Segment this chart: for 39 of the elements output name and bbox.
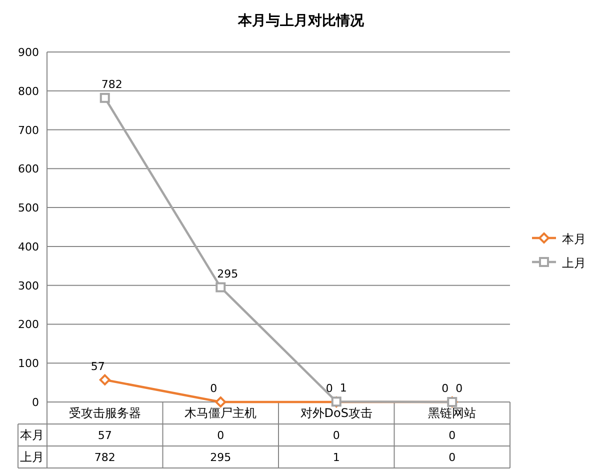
y-tick-label: 600	[18, 162, 39, 176]
text: 本月	[20, 428, 44, 442]
data-label: 0	[326, 382, 333, 395]
x-tick-label: 黑链网站	[428, 406, 476, 420]
text: 1	[332, 451, 340, 464]
data-label: 782	[101, 78, 122, 91]
text: 0	[332, 429, 340, 442]
data-label: 57	[90, 360, 105, 373]
x-tick-label: 对外DoS攻击	[300, 406, 372, 420]
point	[99, 374, 110, 386]
text: 782	[94, 451, 116, 464]
text: 0	[448, 429, 456, 442]
legend-label: 上月	[562, 256, 586, 270]
data-label: 0	[442, 382, 449, 395]
y-tick-label: 500	[18, 202, 39, 215]
data-label: 0	[456, 382, 463, 395]
y-tick-label: 800	[18, 84, 39, 98]
data-label: 295	[217, 267, 238, 280]
data-label: 1	[340, 382, 347, 395]
x-tick-label: 受攻击服务器	[68, 406, 141, 420]
point	[216, 282, 226, 292]
legend-label: 本月	[562, 232, 586, 246]
text: 上月	[20, 450, 44, 464]
text: 0	[448, 451, 456, 464]
text: 0	[217, 429, 224, 442]
y-tick-label: 400	[18, 240, 39, 254]
y-tick-label: 100	[18, 357, 39, 370]
text: 57	[98, 429, 112, 442]
y-tick-label: 700	[18, 124, 39, 137]
y-tick-label: 300	[18, 279, 39, 292]
y-tick-label: 900	[18, 46, 39, 59]
chart-title: 本月与上月对比情况	[237, 13, 365, 29]
point	[215, 396, 226, 408]
x-tick-label: 木马僵尸主机	[184, 406, 257, 420]
point	[100, 92, 110, 103]
data-label: 0	[210, 382, 218, 395]
y-tick-label: 200	[18, 318, 39, 332]
y-tick-label: 0	[32, 396, 39, 409]
text: 295	[210, 451, 232, 464]
